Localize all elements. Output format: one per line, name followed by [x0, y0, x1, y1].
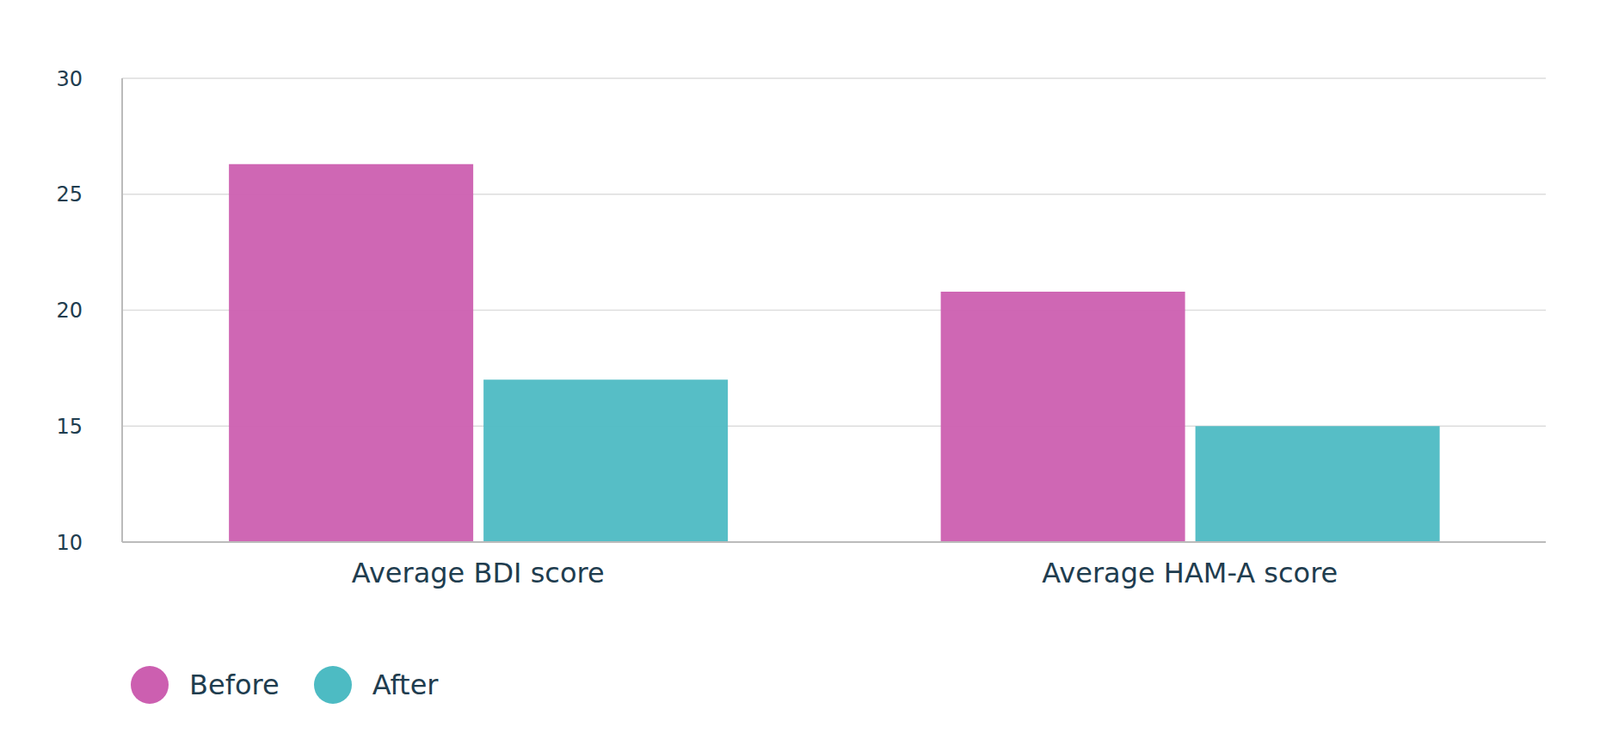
svg-text:20: 20: [55, 298, 83, 323]
svg-text:25: 25: [55, 182, 83, 207]
svg-text:Average BDI score: Average BDI score: [351, 556, 605, 590]
html-text:Before: Before: [189, 668, 280, 702]
html-text:After: After: [372, 668, 439, 702]
svg-text:15: 15: [55, 414, 83, 439]
svg-text:Average HAM-A score: Average HAM-A score: [1041, 556, 1338, 590]
svg-text:10: 10: [55, 530, 83, 555]
svg-text:30: 30: [55, 67, 83, 92]
